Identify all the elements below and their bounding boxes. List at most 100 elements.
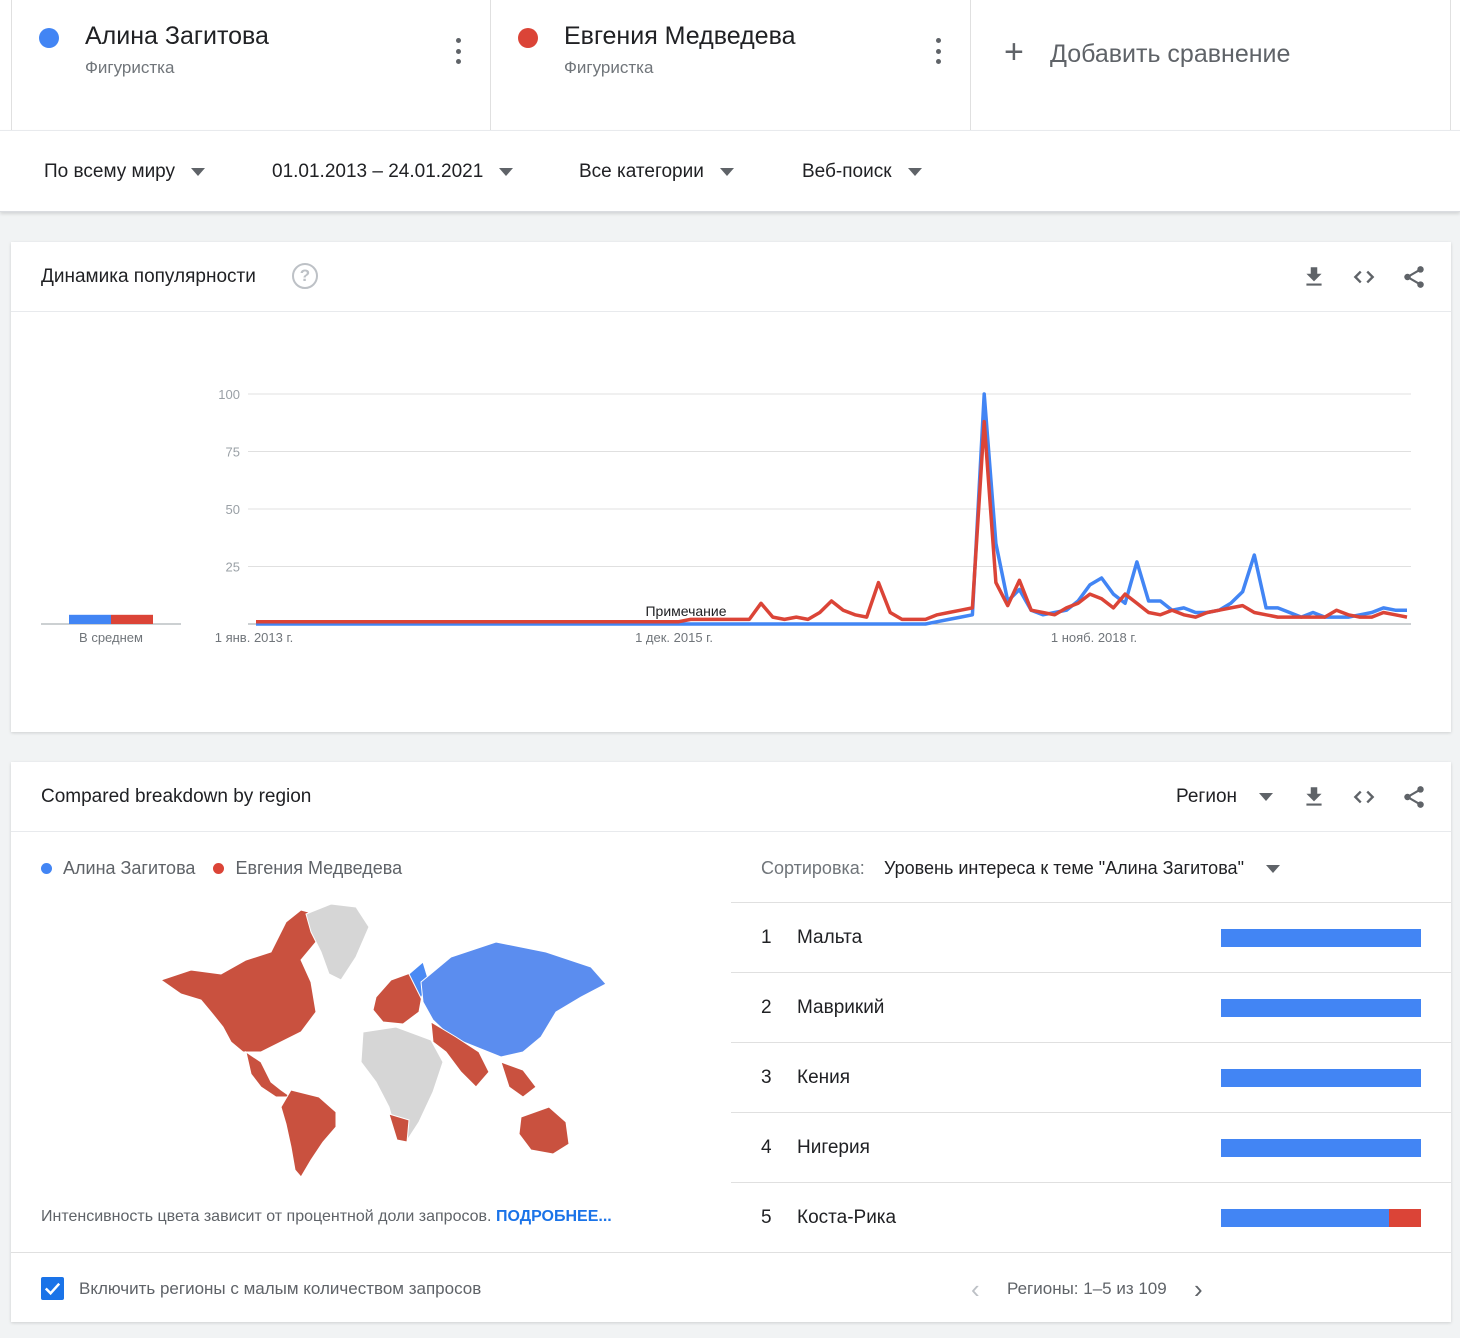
note-marker: Примечание xyxy=(645,603,726,619)
term-card-2[interactable]: Евгения Медведева Фигуристка xyxy=(491,0,971,130)
learn-more-link[interactable]: ПОДРОБНЕЕ... xyxy=(495,1208,612,1225)
legend-dot xyxy=(41,863,52,874)
sort-value: Уровень интереса к теме "Алина Загитова" xyxy=(884,858,1244,878)
category-filter-label: Все категории xyxy=(579,161,704,182)
region-breakdown-card: Compared breakdown by region Регион Алин… xyxy=(11,762,1451,1322)
region-rank: 5 xyxy=(761,1207,772,1228)
legend-dot xyxy=(213,863,225,874)
region-filter-label: По всему миру xyxy=(44,161,176,182)
average-label: В среднем xyxy=(79,630,143,645)
region-share-bar xyxy=(1221,1069,1421,1087)
map-footnote: Интенсивность цвета зависит от процентно… xyxy=(41,1208,612,1226)
category-filter[interactable]: Все категории xyxy=(579,161,734,183)
share-bar-a xyxy=(1221,1209,1389,1227)
region-row[interactable]: 1 Мальта xyxy=(731,902,1451,972)
more-vert-icon[interactable] xyxy=(454,38,462,64)
term-color-dot xyxy=(39,28,59,48)
term-type: Фигуристка xyxy=(564,58,654,77)
search-type-filter-label: Веб-поиск xyxy=(802,161,892,182)
y-tick-label: 25 xyxy=(226,560,240,575)
region-row[interactable]: 3 Кения xyxy=(731,1042,1451,1112)
term-type: Фигуристка xyxy=(85,58,175,77)
region-row[interactable]: 4 Нигерия xyxy=(731,1112,1451,1182)
date-filter[interactable]: 01.01.2013 – 24.01.2021 xyxy=(272,161,514,183)
term-name[interactable]: Евгения Медведева xyxy=(564,22,796,50)
low-volume-checkbox[interactable] xyxy=(41,1277,64,1300)
term-card-1[interactable]: Алина Загитова Фигуристка xyxy=(11,0,491,130)
y-tick-label: 50 xyxy=(226,502,240,517)
region-share-bar xyxy=(1221,1139,1421,1157)
card-title: Compared breakdown by region xyxy=(41,786,312,807)
region-resolution-dropdown[interactable]: Регион xyxy=(1176,786,1274,808)
embed-code-icon[interactable] xyxy=(1351,264,1377,290)
chevron-left-icon[interactable]: ‹ xyxy=(971,1274,980,1304)
map-legend: Алина Загитова Евгения Медведева xyxy=(41,858,402,879)
sort-label: Сортировка: xyxy=(761,858,865,878)
share-icon[interactable] xyxy=(1401,264,1427,290)
card-header: Динамика популярности ? xyxy=(11,242,1451,312)
trend-chart: 100 75 50 25 В среднем 1 янв. 2013 г. 1 дек. 2… xyxy=(41,387,1411,645)
date-filter-label: 01.01.2013 – 24.01.2021 xyxy=(272,161,484,182)
add-comparison-label: Добавить сравнение xyxy=(1050,40,1291,68)
series-line xyxy=(256,419,1408,624)
dropdown-arrow-icon xyxy=(907,168,922,176)
region-share-bar xyxy=(1221,1209,1421,1227)
share-bar-b xyxy=(1389,1209,1421,1227)
share-bar-a xyxy=(1221,1069,1421,1087)
download-icon[interactable] xyxy=(1301,264,1327,290)
help-icon[interactable]: ? xyxy=(292,263,318,289)
filters-bar: По всему миру 01.01.2013 – 24.01.2021 Вс… xyxy=(0,130,1460,212)
region-share-bar xyxy=(1221,999,1421,1017)
download-icon[interactable] xyxy=(1301,784,1327,810)
y-tick-label: 100 xyxy=(218,387,240,402)
dropdown-arrow-icon xyxy=(1259,793,1274,801)
interest-over-time-card: Динамика популярности ? 100 75 50 25 В средн… xyxy=(11,242,1451,732)
share-icon[interactable] xyxy=(1401,784,1427,810)
dropdown-arrow-icon xyxy=(191,168,206,176)
plus-icon: + xyxy=(1004,33,1024,71)
legend-item: Алина Загитова xyxy=(63,858,196,878)
share-bar-a xyxy=(1221,929,1421,947)
search-type-filter[interactable]: Веб-поиск xyxy=(802,161,922,183)
region-resolution-label: Регион xyxy=(1176,786,1238,807)
dropdown-arrow-icon xyxy=(719,168,734,176)
region-rank: 4 xyxy=(761,1137,772,1158)
card-title: Динамика популярности xyxy=(41,266,256,287)
region-share-bar xyxy=(1221,929,1421,947)
x-tick-label: 1 янв. 2013 г. xyxy=(215,630,294,645)
region-name: Маврикий xyxy=(797,997,885,1018)
region-name: Нигерия xyxy=(797,1137,870,1158)
world-map[interactable] xyxy=(151,902,611,1182)
region-filter[interactable]: По всему миру xyxy=(44,161,206,183)
more-vert-icon[interactable] xyxy=(934,38,942,64)
card-header: Compared breakdown by region Регион xyxy=(11,762,1451,832)
region-row[interactable]: 5 Коста-Рика xyxy=(731,1182,1451,1252)
region-ranking-list: 1 Мальта 2 Маврикий 3 Кения 4 Нигерия 5 Коста-Рик… xyxy=(731,902,1451,1252)
average-bar xyxy=(111,614,153,624)
y-tick-label: 75 xyxy=(226,445,240,460)
region-rank: 1 xyxy=(761,927,772,948)
share-bar-a xyxy=(1221,1139,1421,1157)
legend-item: Евгения Медведева xyxy=(235,858,403,878)
region-name: Кения xyxy=(797,1067,851,1088)
sort-control[interactable]: Сортировка: Уровень интереса к теме "Али… xyxy=(731,832,1451,902)
term-color-dot xyxy=(518,28,538,48)
region-row[interactable]: 2 Маврикий xyxy=(731,972,1451,1042)
region-card-footer: Включить регионы с малым количеством зап… xyxy=(11,1252,1451,1322)
dropdown-arrow-icon xyxy=(499,168,514,176)
x-tick-label: 1 нояб. 2018 г. xyxy=(1051,630,1137,645)
chevron-right-icon[interactable]: › xyxy=(1194,1274,1203,1304)
add-comparison-button[interactable]: + Добавить сравнение xyxy=(971,0,1451,130)
region-rank: 3 xyxy=(761,1067,772,1088)
map-footnote-text: Интенсивность цвета зависит от процентно… xyxy=(41,1208,492,1225)
region-rank: 2 xyxy=(761,997,772,1018)
embed-code-icon[interactable] xyxy=(1351,784,1377,810)
region-name: Мальта xyxy=(797,927,863,948)
comparison-terms-bar: Алина Загитова Фигуристка Евгения Медвед… xyxy=(0,0,1460,130)
term-name[interactable]: Алина Загитова xyxy=(85,22,269,50)
dropdown-arrow-icon xyxy=(1266,865,1280,873)
pagination-label: Регионы: 1–5 из 109 xyxy=(1007,1279,1167,1298)
share-bar-a xyxy=(1221,999,1421,1017)
average-bar xyxy=(69,614,111,624)
region-name: Коста-Рика xyxy=(797,1207,897,1228)
